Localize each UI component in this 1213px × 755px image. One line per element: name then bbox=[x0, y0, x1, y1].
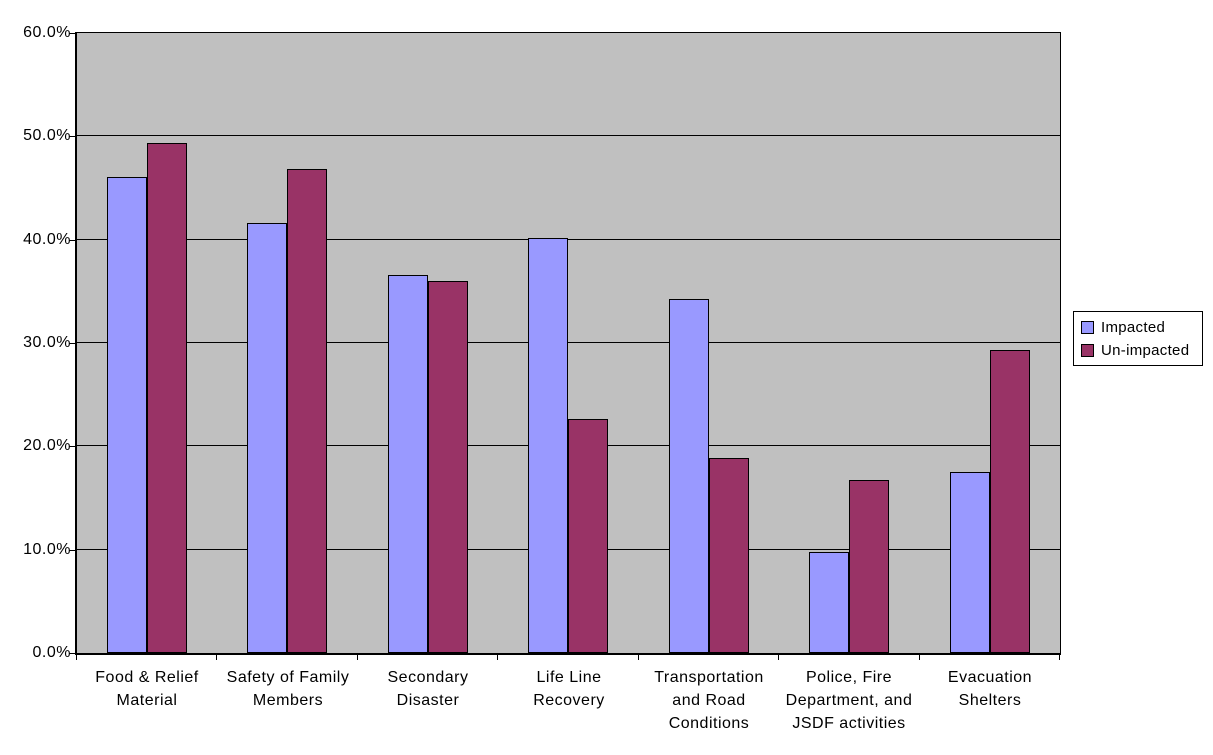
x-category-label-line: Life Line bbox=[536, 669, 602, 686]
x-category-label-0: Food & Relief Material bbox=[67, 666, 227, 712]
x-category-label-line: Safety of Family bbox=[226, 669, 350, 686]
y-tick-label: 40.0% bbox=[23, 231, 71, 248]
x-tick-mark bbox=[1059, 655, 1060, 660]
x-tick-mark bbox=[497, 655, 498, 660]
y-tick-label: 10.0% bbox=[23, 541, 71, 558]
y-tick-label: 60.0% bbox=[23, 24, 71, 41]
x-category-label-line: JSDF activities bbox=[792, 715, 906, 732]
x-category-label-6: Evacuation Shelters bbox=[910, 666, 1070, 712]
x-category-label-line: Material bbox=[116, 692, 178, 709]
x-category-label-line: Members bbox=[252, 692, 324, 709]
x-category-label-line: Disaster bbox=[396, 692, 460, 709]
plot-area bbox=[75, 32, 1061, 655]
bar-un-impacted-0 bbox=[147, 143, 187, 653]
x-category-label-line: Conditions bbox=[668, 715, 750, 732]
y-tick-mark bbox=[69, 653, 75, 654]
y-tick-label: 30.0% bbox=[23, 334, 71, 351]
bar-impacted-6 bbox=[950, 472, 990, 653]
bar-impacted-0 bbox=[107, 177, 147, 653]
x-category-label-3: Life Line Recovery bbox=[489, 666, 649, 712]
x-category-label-line: Shelters bbox=[958, 692, 1022, 709]
bar-un-impacted-3 bbox=[568, 419, 608, 653]
x-tick-mark bbox=[778, 655, 779, 660]
y-tick-mark bbox=[69, 136, 75, 137]
bar-un-impacted-6 bbox=[990, 350, 1030, 653]
gridline-30pct bbox=[77, 342, 1060, 343]
x-tick-mark bbox=[76, 655, 77, 660]
bar-impacted-5 bbox=[809, 552, 849, 653]
x-category-label-line: Department, and bbox=[785, 692, 913, 709]
legend-item-un-impacted: Un-impacted bbox=[1081, 342, 1202, 359]
x-category-label-4: Transportation and Road Conditions bbox=[629, 666, 789, 735]
x-category-label-line: Police, Fire bbox=[805, 669, 893, 686]
bar-un-impacted-5 bbox=[849, 480, 889, 653]
y-tick-label: 20.0% bbox=[23, 437, 71, 454]
x-category-label-line: and Road bbox=[672, 692, 746, 709]
bar-impacted-1 bbox=[247, 223, 287, 653]
bar-un-impacted-1 bbox=[287, 169, 327, 653]
y-tick-mark bbox=[69, 343, 75, 344]
bar-un-impacted-4 bbox=[709, 458, 749, 653]
legend-item-impacted: Impacted bbox=[1081, 319, 1202, 336]
x-category-label-2: Secondary Disaster bbox=[348, 666, 508, 712]
bar-impacted-2 bbox=[388, 275, 428, 653]
bar-impacted-4 bbox=[669, 299, 709, 653]
y-tick-mark bbox=[69, 240, 75, 241]
y-tick-mark bbox=[69, 550, 75, 551]
x-category-label-line: Transportation bbox=[654, 669, 764, 686]
x-category-label-line: Recovery bbox=[533, 692, 605, 709]
legend-label: Un-impacted bbox=[1101, 341, 1190, 359]
x-category-label-line: Evacuation bbox=[947, 669, 1033, 686]
gridline-50pct bbox=[77, 135, 1060, 137]
y-tick-label: 50.0% bbox=[23, 127, 71, 144]
legend-swatch-icon bbox=[1081, 343, 1094, 357]
bar-impacted-3 bbox=[528, 238, 568, 653]
x-category-label-1: Safety of Family Members bbox=[208, 666, 368, 712]
x-category-label-5: Police, Fire Department, and JSDF activiti… bbox=[769, 666, 929, 735]
legend-swatch-icon bbox=[1081, 320, 1094, 334]
legend: Impacted Un-impacted bbox=[1073, 311, 1203, 366]
x-tick-mark bbox=[919, 655, 920, 660]
x-tick-mark bbox=[216, 655, 217, 660]
x-category-label-line: Secondary bbox=[387, 669, 469, 686]
gridline-40pct bbox=[77, 238, 1060, 240]
y-tick-mark bbox=[69, 33, 75, 34]
bar-un-impacted-2 bbox=[428, 281, 468, 653]
y-tick-mark bbox=[69, 446, 75, 447]
x-category-label-line: Food & Relief bbox=[95, 669, 199, 686]
x-tick-mark bbox=[638, 655, 639, 660]
y-tick-label: 0.0% bbox=[32, 644, 71, 661]
legend-label: Impacted bbox=[1101, 318, 1166, 336]
x-tick-mark bbox=[357, 655, 358, 660]
